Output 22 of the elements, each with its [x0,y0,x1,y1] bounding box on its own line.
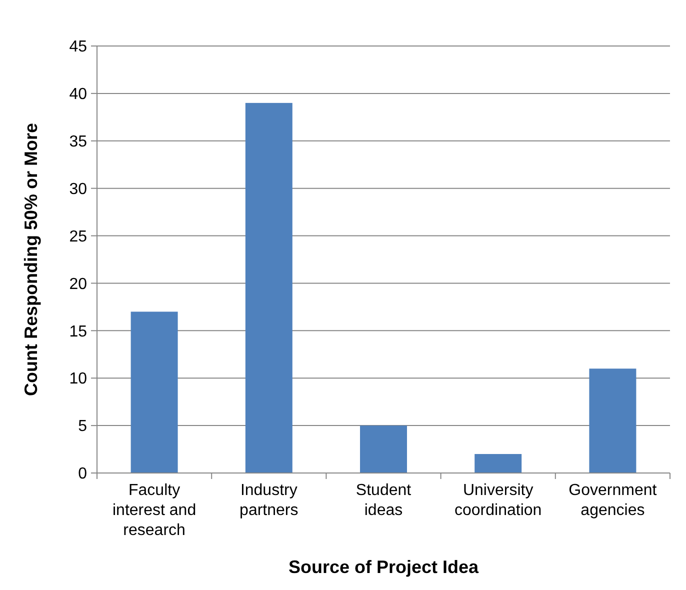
bar [360,426,407,473]
y-tick-label: 30 [69,180,88,198]
y-tick-label: 25 [69,228,88,246]
bar [474,454,522,473]
y-tick-label: 10 [69,370,88,388]
bar [589,368,636,473]
y-tick-label: 20 [69,276,88,293]
x-tick-label: Faculty interest and research [112,482,196,539]
y-tick-label: 40 [69,86,88,104]
y-tick-label: 5 [78,418,88,436]
y-tick-label: 15 [69,323,88,340]
x-tick-label: Student ideas [356,482,412,519]
x-axis-title: Source of Project Idea [288,557,480,577]
y-tick-label: 0 [78,466,88,483]
bar [130,312,178,473]
x-tick-label: University coordination [454,482,542,519]
y-tick-label: 45 [69,38,88,56]
y-axis-title: Count Responding 50% or More [21,122,41,396]
bar [245,102,292,473]
x-tick-label: Industry partners [240,482,298,519]
x-tick-label: Government agencies [568,482,658,519]
y-tick-label: 35 [69,133,88,150]
